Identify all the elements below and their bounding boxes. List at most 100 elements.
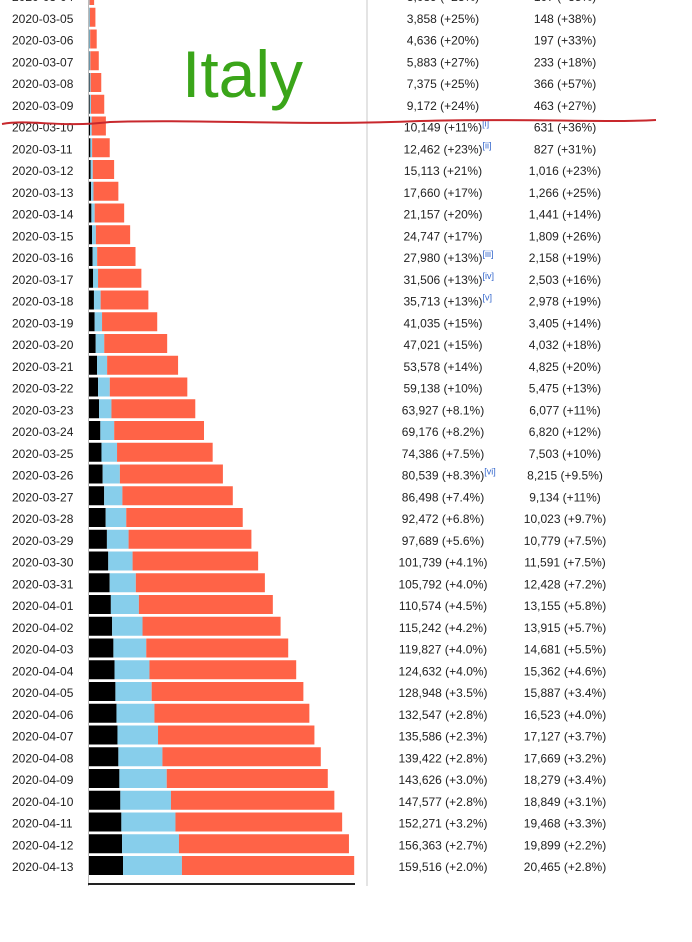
bar-active: [93, 181, 119, 201]
deaths-value: 8,215 (+9.5%): [527, 469, 603, 483]
deaths-value: 15,362 (+4.6%): [524, 664, 606, 678]
deaths-value: 6,077 (+11%): [529, 403, 601, 417]
bar-deaths: [89, 660, 115, 680]
cases-value: 53,578 (+14%): [403, 360, 482, 374]
date-label: 2020-04-08: [12, 751, 74, 765]
deaths-value: 16,523 (+4.0%): [524, 708, 606, 722]
date-label: 2020-04-13: [12, 860, 74, 874]
bar-deaths: [89, 573, 110, 593]
cases-value: 119,827 (+4.0%): [399, 643, 487, 657]
bar-recoveries: [89, 29, 91, 49]
date-label: 2020-04-12: [12, 838, 74, 852]
bar-deaths: [89, 486, 105, 506]
chart-row: 2020-03-30 101,739 (+4.1%) 11,591 (+7.5%): [12, 551, 606, 571]
deaths-value: 1,016 (+23%): [529, 164, 601, 178]
bar-deaths: [89, 160, 91, 179]
deaths-value: 14,681 (+5.5%): [524, 643, 606, 657]
bar-active: [90, 29, 97, 49]
bar-deaths: [89, 73, 90, 92]
cases-value: 132,547 (+2.8%): [398, 708, 487, 722]
cases-value: 9,172 (+24%): [407, 99, 479, 113]
cases-footnote: [v]: [483, 293, 493, 303]
bar-deaths: [89, 334, 96, 353]
date-label: 2020-03-20: [12, 338, 74, 352]
chart-row: 2020-04-11 152,271 (+3.2%) 19,468 (+3.3%): [12, 812, 606, 832]
cases-value: 143,626 (+3.0%): [398, 773, 487, 787]
cases-value: 3,858 (+25%): [407, 12, 479, 26]
bar-recoveries: [120, 790, 171, 810]
bar-deaths: [89, 247, 93, 266]
date-label: 2020-03-28: [12, 512, 74, 526]
date-label: 2020-03-16: [12, 251, 74, 265]
bar-deaths: [89, 355, 98, 375]
deaths-value: 2,978 (+19%): [529, 295, 601, 309]
date-label: 2020-03-09: [12, 99, 74, 113]
bar-recoveries: [99, 399, 112, 419]
deaths-value: 5,475 (+13%): [529, 382, 601, 396]
cases-value: 128,948 (+3.5%): [398, 686, 487, 700]
bar-recoveries: [89, 94, 91, 114]
bar-active: [92, 160, 115, 179]
bar-active: [91, 116, 106, 136]
cases-value: 69,176 (+8.2%): [402, 425, 484, 439]
bar-deaths: [89, 312, 95, 332]
chart-row: 2020-03-31 105,792 (+4.0%) 12,428 (+7.2%): [12, 573, 606, 593]
cases-value: 110,574 (+4.5%): [399, 599, 487, 613]
cases-footnote: [iii]: [483, 249, 494, 259]
date-label: 2020-03-26: [12, 469, 74, 483]
chart-row: 2020-03-22 59,138 (+10%) 5,475 (+13%): [12, 377, 601, 397]
bar-active: [90, 51, 99, 71]
deaths-value: 2,158 (+19%): [529, 251, 601, 265]
chart-row: 2020-03-16 27,980 (+13%) [iii] 2,158 (+19%): [12, 247, 601, 266]
chart-row: 2020-03-24 69,176 (+8.2%) 6,820 (+12%): [12, 421, 601, 440]
bar-recoveries: [123, 856, 182, 875]
chart-row: 2020-03-10 10,149 (+11%) [i] 631 (+36%): [12, 116, 596, 136]
date-label: 2020-04-05: [12, 686, 74, 700]
bar-deaths: [89, 138, 91, 158]
deaths-value: 6,820 (+12%): [529, 425, 601, 439]
cases-value: 59,138 (+10%): [403, 382, 482, 396]
chart-row: 2020-04-07 135,586 (+2.3%) 17,127 (+3.7%): [12, 725, 606, 745]
date-label: 2020-03-24: [12, 425, 74, 439]
chart-row: 2020-03-12 15,113 (+21%) 1,016 (+23%): [12, 160, 601, 179]
date-label: 2020-03-06: [12, 34, 74, 48]
deaths-value: 15,887 (+3.4%): [524, 686, 606, 700]
deaths-value: 4,825 (+20%): [529, 360, 601, 374]
bar-active: [109, 377, 188, 397]
bar-active: [92, 138, 110, 158]
deaths-value: 3,405 (+14%): [529, 316, 601, 330]
chart-row: 2020-03-14 21,157 (+20%) 1,441 (+14%): [12, 203, 601, 223]
chart-row: 2020-04-02 115,242 (+4.2%) 13,915 (+5.7%): [12, 616, 606, 636]
chart-row: 2020-03-15 24,747 (+17%) 1,809 (+26%): [12, 225, 601, 245]
cases-value: 7,375 (+25%): [407, 77, 479, 91]
bar-active: [151, 682, 304, 701]
bar-recoveries: [115, 682, 152, 701]
deaths-value: 148 (+38%): [534, 12, 596, 26]
bar-active: [154, 703, 310, 723]
chart-row: 2020-03-29 97,689 (+5.6%) 10,779 (+7.5%): [12, 529, 606, 549]
date-label: 2020-04-11: [12, 817, 73, 831]
chart-row: 2020-03-06 4,636 (+20%) 197 (+33%): [12, 29, 596, 49]
chart-row: 2020-03-26 80,539 (+8.3%) [vi] 8,215 (+9.5%…: [12, 464, 603, 484]
deaths-value: 19,468 (+3.3%): [524, 817, 606, 831]
cases-footnote: [i]: [482, 119, 489, 129]
cases-footnote: [ii]: [483, 140, 492, 150]
chart-row: 2020-03-25 74,386 (+7.5%) 7,503 (+10%): [12, 442, 601, 462]
bar-recoveries: [92, 225, 96, 245]
date-label: 2020-04-09: [12, 773, 74, 787]
bar-deaths: [89, 181, 92, 201]
cases-value: 3,089 (+23%): [407, 0, 479, 4]
date-label: 2020-03-04: [12, 0, 74, 4]
bar-deaths: [89, 638, 114, 658]
deaths-value: 18,279 (+3.4%): [524, 773, 606, 787]
cases-value: 74,386 (+7.5%): [402, 447, 484, 461]
bar-recoveries: [89, 7, 90, 27]
date-label: 2020-03-08: [12, 77, 74, 91]
chart-row: 2020-03-27 86,498 (+7.4%) 9,134 (+11%): [12, 486, 601, 506]
date-label: 2020-03-05: [12, 12, 74, 26]
deaths-value: 233 (+18%): [534, 55, 596, 69]
date-label: 2020-04-06: [12, 708, 74, 722]
cases-value: 5,883 (+27%): [407, 55, 479, 69]
bar-recoveries: [93, 290, 101, 310]
